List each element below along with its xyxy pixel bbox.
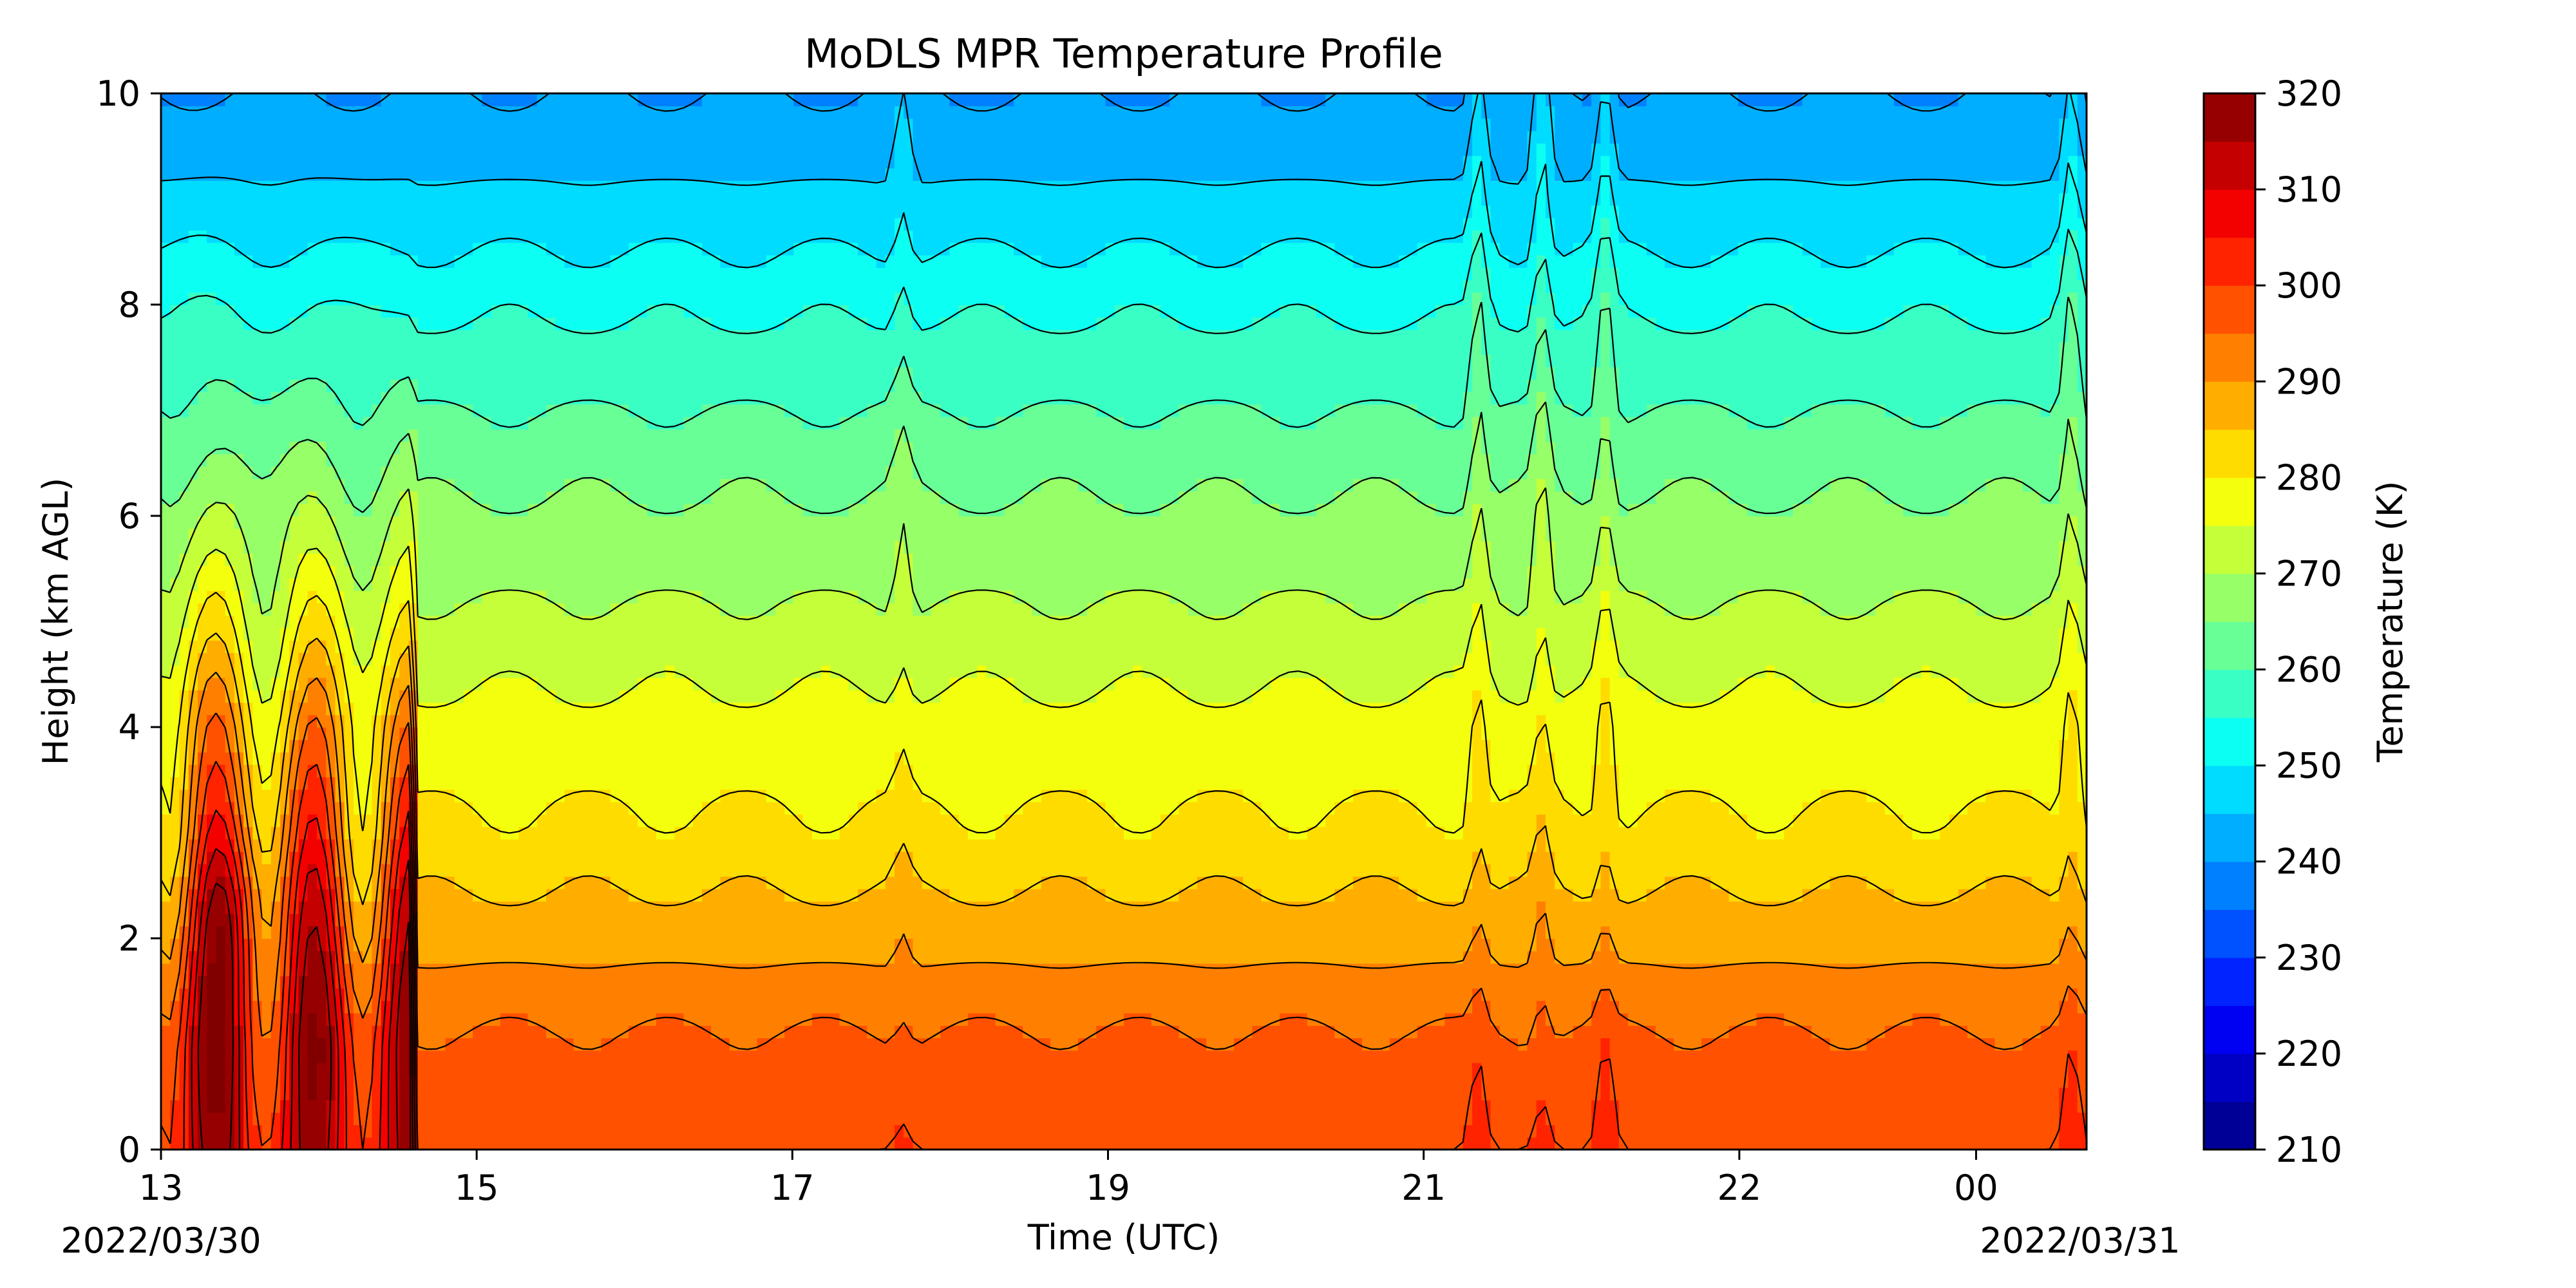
- colorbar-tick-label: 210: [2276, 1130, 2342, 1170]
- y-axis: 0 2 4 6 8 10: [96, 73, 161, 1170]
- colorbar-segment: [2204, 477, 2255, 526]
- contour-line-310: [191, 848, 414, 1150]
- colorbar-segment: [2204, 285, 2255, 334]
- colorbar-segment: [2204, 237, 2255, 286]
- colorbar-segment: [2204, 333, 2255, 382]
- colorbar-tick-label: 290: [2276, 361, 2342, 402]
- colorbar-segment: [2204, 1101, 2255, 1150]
- colorbar-segment: [2204, 93, 2255, 142]
- colorbar-segment: [2204, 1053, 2255, 1103]
- y-axis-label: Height (km AGL): [35, 478, 76, 766]
- x-tick-label: 22: [1717, 1168, 1761, 1208]
- contour-line-270: [161, 487, 2087, 621]
- contour-line-275: [161, 545, 2087, 708]
- colorbar-label: Temperature (K): [2370, 481, 2410, 763]
- colorbar-tick-label: 260: [2276, 650, 2342, 690]
- plot-frame: [160, 92, 2088, 1151]
- x-axis: 13 15 17 19 21 22 00: [139, 1150, 1998, 1208]
- colorbar-tick-label: 300: [2276, 265, 2342, 306]
- date-label-start: 2022/03/30: [61, 1220, 261, 1261]
- y-tick-label: 2: [118, 918, 140, 959]
- chart-title: MoDLS MPR Temperature Profile: [804, 30, 1443, 77]
- colorbar-segment: [2204, 957, 2255, 1006]
- colorbar-segment: [2204, 909, 2255, 958]
- contour-line-265: [161, 401, 2087, 515]
- colorbar-tick-label: 230: [2276, 938, 2342, 978]
- colorbar-tick-label: 240: [2276, 842, 2342, 882]
- colorbar-segment: [2204, 1005, 2255, 1054]
- contour-line-layer: [161, 93, 2087, 1150]
- contour-line-280: [161, 591, 2087, 834]
- colorbar-segment: [2204, 525, 2255, 574]
- contour-fill-layer: [161, 93, 2087, 1150]
- contour-line-245: [161, 93, 2087, 186]
- colorbar-segment: [2204, 813, 2255, 862]
- colorbar-tick-label: 270: [2276, 553, 2342, 594]
- contour-line-260: [161, 296, 2087, 428]
- plot-area: [160, 92, 2088, 1151]
- contour-line-250: [161, 160, 2087, 269]
- colorbar-segment: [2204, 669, 2255, 718]
- y-tick-label: 8: [118, 285, 140, 325]
- colorbar-segment: [2204, 381, 2255, 430]
- colorbar-segment: [2204, 861, 2255, 910]
- x-axis-label: Time (UTC): [1027, 1217, 1220, 1258]
- x-tick-label: 15: [455, 1168, 499, 1208]
- y-tick-label: 6: [118, 496, 140, 536]
- x-tick-label: 00: [1954, 1168, 1998, 1208]
- colorbar-tick-label: 250: [2276, 746, 2342, 786]
- colorbar-segment: [2204, 141, 2255, 190]
- contour-line-315: [197, 882, 412, 1150]
- colorbar: 210 220 230 240 250 260 270 280 290 300 310 320: [2202, 73, 2342, 1170]
- contour-line-300: [161, 761, 2087, 1150]
- colorbar-segment: [2204, 717, 2255, 766]
- x-tick-label: 13: [139, 1168, 184, 1208]
- colorbar-frame: [2202, 92, 2257, 1151]
- contour-line-290: [161, 672, 2087, 969]
- contour-line-255: [161, 229, 2087, 334]
- colorbar-tick-label: 220: [2276, 1034, 2342, 1074]
- colorbar-segment: [2204, 621, 2255, 670]
- colorbar-tick-label: 280: [2276, 457, 2342, 498]
- colorbar-tick-label: 310: [2276, 169, 2342, 210]
- date-label-end: 2022/03/31: [1980, 1220, 2180, 1261]
- y-tick-label: 10: [96, 73, 140, 114]
- y-tick-label: 4: [118, 707, 140, 748]
- y-tick-label: 0: [118, 1130, 140, 1170]
- x-tick-label: 19: [1086, 1168, 1130, 1208]
- contour-line-240: [161, 93, 2087, 112]
- colorbar-tick-label: 320: [2276, 73, 2342, 114]
- x-tick-label: 21: [1401, 1168, 1446, 1208]
- colorbar-segment: [2204, 573, 2255, 622]
- colorbar-segment: [2204, 765, 2255, 814]
- colorbar-segment: [2204, 189, 2255, 238]
- colorbar-segment: [2204, 429, 2255, 478]
- contour-line-295: [161, 712, 2087, 1050]
- contour-line-305: [183, 810, 416, 1150]
- contour-line-285: [161, 632, 2087, 907]
- x-tick-label: 17: [770, 1168, 815, 1208]
